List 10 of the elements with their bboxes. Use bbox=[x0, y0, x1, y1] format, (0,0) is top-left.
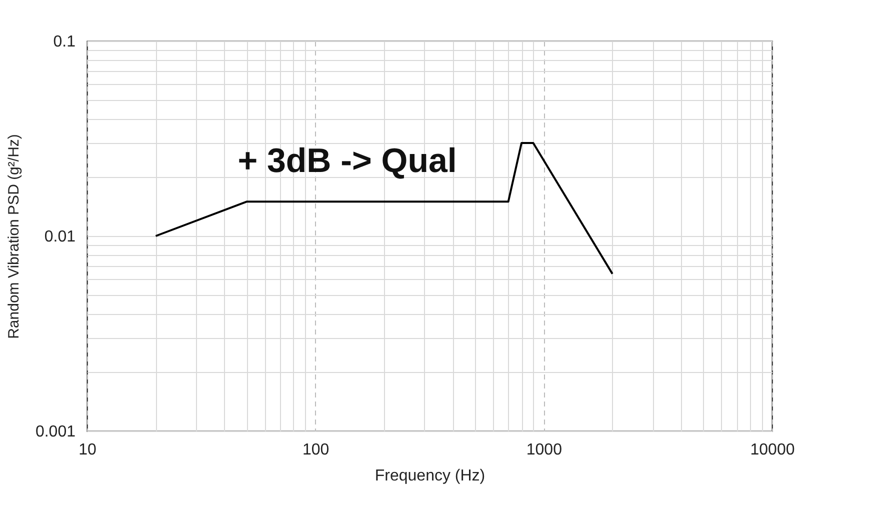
annotation: + 3dB -> Qual bbox=[238, 142, 457, 180]
y-tick-label: 0.001 bbox=[35, 424, 76, 440]
y-tick-label: 0.01 bbox=[44, 228, 76, 246]
x-tick-label: 10 bbox=[78, 442, 96, 458]
y-axis-title: Random Vibration PSD (g²/Hz) bbox=[5, 134, 22, 339]
x-tick-label: 10000 bbox=[750, 442, 795, 458]
x-tick-label: 1000 bbox=[526, 442, 562, 458]
x-axis-title: Frequency (Hz) bbox=[374, 468, 486, 484]
x-tick-label: 100 bbox=[302, 442, 330, 458]
y-tick-label: 0.1 bbox=[53, 34, 76, 50]
